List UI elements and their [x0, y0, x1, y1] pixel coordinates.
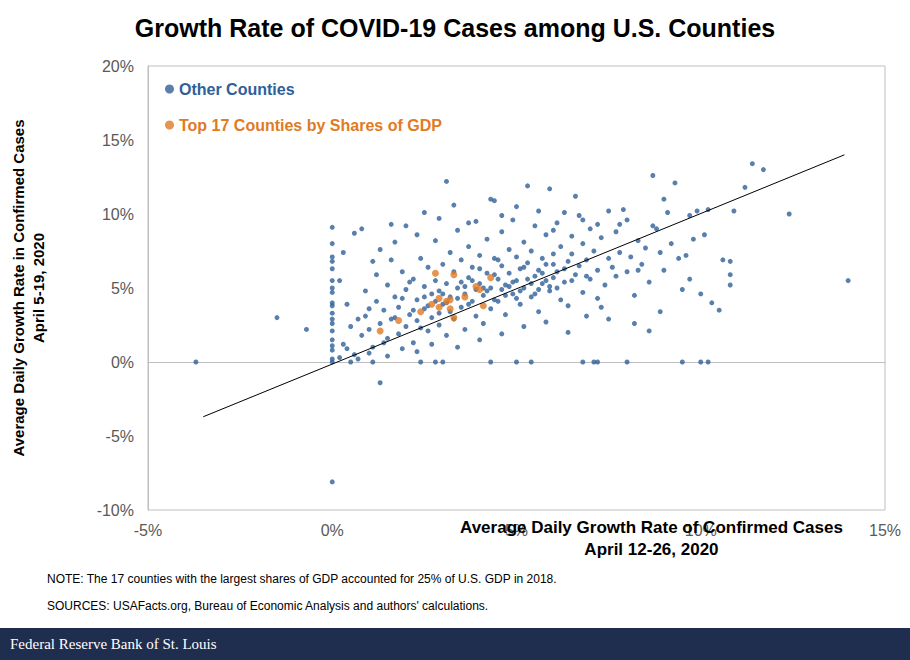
svg-text:Other Counties: Other Counties [179, 81, 295, 98]
svg-text:10%: 10% [102, 206, 134, 223]
svg-text:Average Daily Growth Rate of C: Average Daily Growth Rate of Confirmed C… [460, 518, 843, 537]
svg-text:Average Daily Growth Rate in C: Average Daily Growth Rate in Confirmed C… [10, 119, 27, 456]
svg-text:5%: 5% [111, 280, 134, 297]
svg-text:Growth Rate of COVID-19 Cases: Growth Rate of COVID-19 Cases among U.S.… [135, 14, 775, 42]
svg-text:NOTE: The 17 counties with the: NOTE: The 17 counties with the largest s… [47, 572, 557, 586]
svg-text:-10%: -10% [97, 502, 134, 519]
svg-text:Top 17 Counties by Shares of G: Top 17 Counties by Shares of GDP [179, 117, 442, 134]
svg-text:SOURCES: USAFacts.org, Bureau: SOURCES: USAFacts.org, Bureau of Economi… [47, 599, 488, 613]
svg-text:-5%: -5% [106, 428, 134, 445]
svg-text:-5%: -5% [134, 522, 162, 539]
svg-text:0%: 0% [321, 522, 344, 539]
svg-text:April 5-19, 2020: April 5-19, 2020 [30, 233, 47, 343]
svg-text:0%: 0% [111, 354, 134, 371]
svg-text:Federal Reserve Bank of St. Lo: Federal Reserve Bank of St. Louis [10, 636, 217, 652]
svg-text:15%: 15% [869, 522, 901, 539]
svg-text:20%: 20% [102, 58, 134, 75]
svg-text:15%: 15% [102, 132, 134, 149]
svg-text:April 12-26, 2020: April 12-26, 2020 [584, 540, 718, 559]
